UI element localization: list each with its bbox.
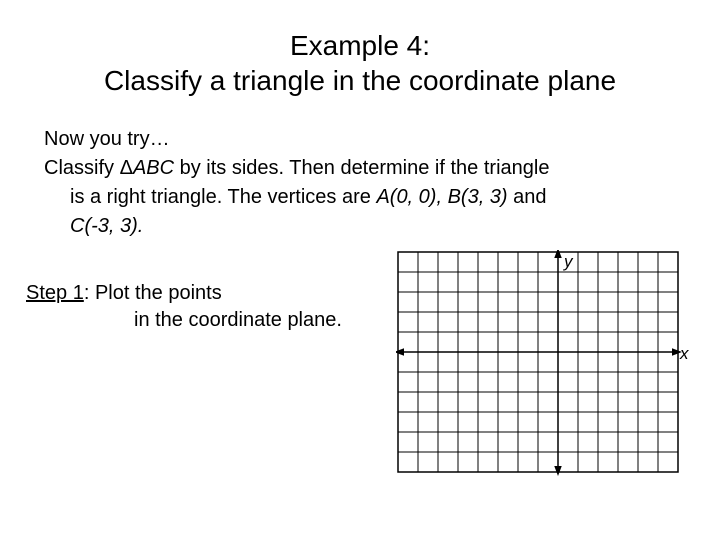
text-span: by its sides. Then determine if the tria… [174, 157, 549, 179]
text-span: is a right triangle. The vertices are [70, 186, 376, 208]
x-axis-label: x [680, 344, 689, 364]
title-line-2: Classify a triangle in the coordinate pl… [0, 63, 720, 98]
title-line-1: Example 4: [0, 28, 720, 63]
triangle-name: ABC [133, 157, 174, 179]
text-span: and [513, 186, 546, 208]
grid-svg [396, 250, 684, 490]
prompt-line-1: Classify ΔABC by its sides. Then determi… [44, 155, 676, 182]
step-rest: : Plot the points [84, 282, 222, 304]
text-span: Classify Δ [44, 157, 133, 179]
y-axis-label: y [564, 252, 573, 272]
prompt-line-2: is a right triangle. The vertices are A(… [44, 184, 676, 211]
vertices: A(0, 0), B(3, 3) [376, 186, 513, 208]
step-label: Step 1 [26, 282, 84, 304]
prompt-intro: Now you try… [44, 126, 676, 153]
prompt-line-3: C(-3, 3). [44, 213, 676, 240]
coordinate-grid: y x [396, 250, 684, 492]
